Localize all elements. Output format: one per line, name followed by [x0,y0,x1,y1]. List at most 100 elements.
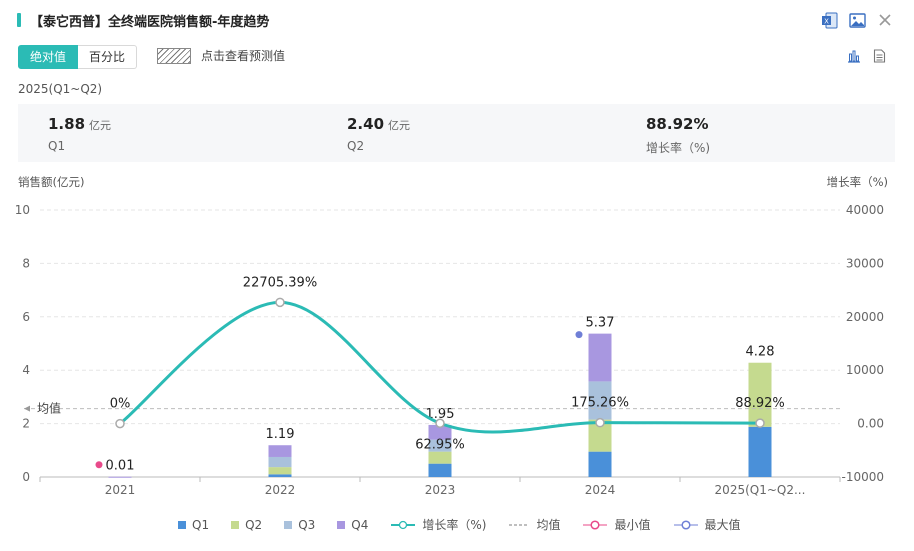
legend-label: Q2 [245,517,263,532]
x-tick-label: 2025(Q1~Q2... [715,483,806,497]
legend-label: 最大值 [704,518,741,532]
growth-point [435,418,445,429]
stat-label: Q1 [48,139,66,153]
bar-total-label: 1.95 [426,407,455,422]
document-icon[interactable] [873,48,886,67]
legend-swatch [337,520,346,529]
legend-item-max[interactable]: 最大值 [673,516,741,533]
average-arrow-icon [24,405,30,412]
line-marker-icon [391,520,416,529]
chart-title: 【泰它西普】全终端医院销售额-年度趋势 [30,15,270,30]
min-marker-icon [583,519,608,530]
title-bar: 【泰它西普】全终端医院销售额-年度趋势 X [0,8,914,32]
stat-value: 1.88 [48,115,86,133]
percentage-button[interactable]: 百分比 [78,45,138,69]
y2-tick-label: 30000 [846,256,884,270]
bar-segment-q4 [108,476,132,478]
growth-label: 22705.39% [243,275,317,290]
bar-segment-q2 [428,451,452,464]
bar-segment-q1 [428,463,452,477]
bar-total-label: 1.19 [266,427,295,442]
legend-label: Q3 [298,517,316,532]
y2-tick-label: 10000 [846,363,884,377]
close-icon[interactable] [876,11,894,29]
excel-export-icon[interactable]: X [820,11,838,29]
max-marker-icon [673,519,698,530]
y-tick-label: 6 [22,310,30,324]
x-tick-label: 2022 [265,483,296,497]
y-tick-label: 4 [22,363,30,377]
absolute-value-button[interactable]: 绝对值 [18,45,79,69]
summary-stat-growth: 88.92% 增长率（%) [646,114,710,156]
chart-legend: Q1 Q2 Q3 Q4 增长率（%) 均值 最小值 最大值 [178,516,741,533]
y-tick-label: 2 [22,417,30,431]
forecast-label: 点击查看预测值 [201,49,286,63]
x-tick-label: 2024 [585,483,616,497]
value-mode-toggle: 绝对值 百分比 [18,45,138,69]
bar-total-label: 5.37 [586,316,615,331]
x-tick-label: 2021 [105,483,136,497]
min-marker [95,461,103,469]
growth-point [755,418,765,428]
bar-total-label: 0.01 [106,459,135,474]
bar-segment-q3 [428,439,452,452]
summary-stat-q2: 2.40 亿元 Q2 [347,114,410,153]
y2-tick-label: 40000 [846,203,884,217]
image-export-icon[interactable] [848,11,866,29]
legend-item-q1[interactable]: Q1 [178,518,209,532]
average-label: 均值 [37,401,61,416]
title-accent-bar [17,13,21,27]
legend-item-q3[interactable]: Q3 [284,518,315,532]
legend-label: 增长率（%) [422,518,487,532]
y-tick-label: 8 [22,256,30,270]
forecast-toggle[interactable]: 点击查看预测值 [157,47,285,64]
legend-item-min[interactable]: 最小值 [582,516,651,533]
bar-segment-q3 [268,456,292,468]
bar-total-label: 4.28 [746,345,775,360]
legend-swatch [284,520,293,529]
bar-segment-q1 [268,474,292,477]
hatch-pattern-icon [157,47,191,64]
period-label: 2025(Q1~Q2) [18,82,103,96]
legend-item-q4[interactable]: Q4 [337,518,368,532]
bar-chart-icon[interactable] [847,48,861,67]
growth-point [595,417,605,428]
bar-segment-q1 [748,426,772,477]
growth-point [115,418,125,429]
y-tick-label: 10 [15,203,30,217]
legend-swatch [231,520,240,529]
bar-segment-q2 [588,419,612,452]
bar-segment-q1 [588,451,612,477]
growth-label: 175.26% [571,396,629,411]
y-tick-label: 0 [22,470,30,484]
stat-unit: 亿元 [89,119,112,132]
legend-label: 均值 [536,518,561,532]
growth-rate-line [119,300,761,434]
legend-item-average[interactable]: 均值 [508,516,560,533]
stat-label: 增长率（%) [646,141,711,155]
y2-tick-label: 20000 [846,310,884,324]
x-tick-label: 2023 [425,483,456,497]
legend-swatch [178,520,186,529]
bar-segment-q3 [588,381,612,420]
y2-axis-title: 增长率（%) [826,175,888,189]
growth-label: 88.92% [735,396,785,411]
stat-label: Q2 [347,139,365,153]
max-marker [575,331,583,339]
dashed-line-icon [509,523,530,526]
growth-label: 62.95% [415,437,465,452]
summary-stat-q1: 1.88 亿元 Q1 [48,114,111,153]
legend-item-growth[interactable]: 增长率（%) [390,516,486,533]
stat-value: 2.40 [347,115,385,133]
bar-segment-q4 [428,424,452,440]
legend-label: 最小值 [614,518,651,532]
y2-tick-label: -10000 [841,470,884,484]
legend-item-q2[interactable]: Q2 [231,518,262,532]
bar-segment-q2 [748,362,772,427]
summary-panel: 1.88 亿元 Q1 2.40 亿元 Q2 88.92% 增长率（%) [18,104,895,162]
svg-text:X: X [824,17,829,25]
bar-segment-q4 [268,445,292,457]
legend-label: Q1 [192,517,210,532]
legend-label: Q4 [351,517,369,532]
